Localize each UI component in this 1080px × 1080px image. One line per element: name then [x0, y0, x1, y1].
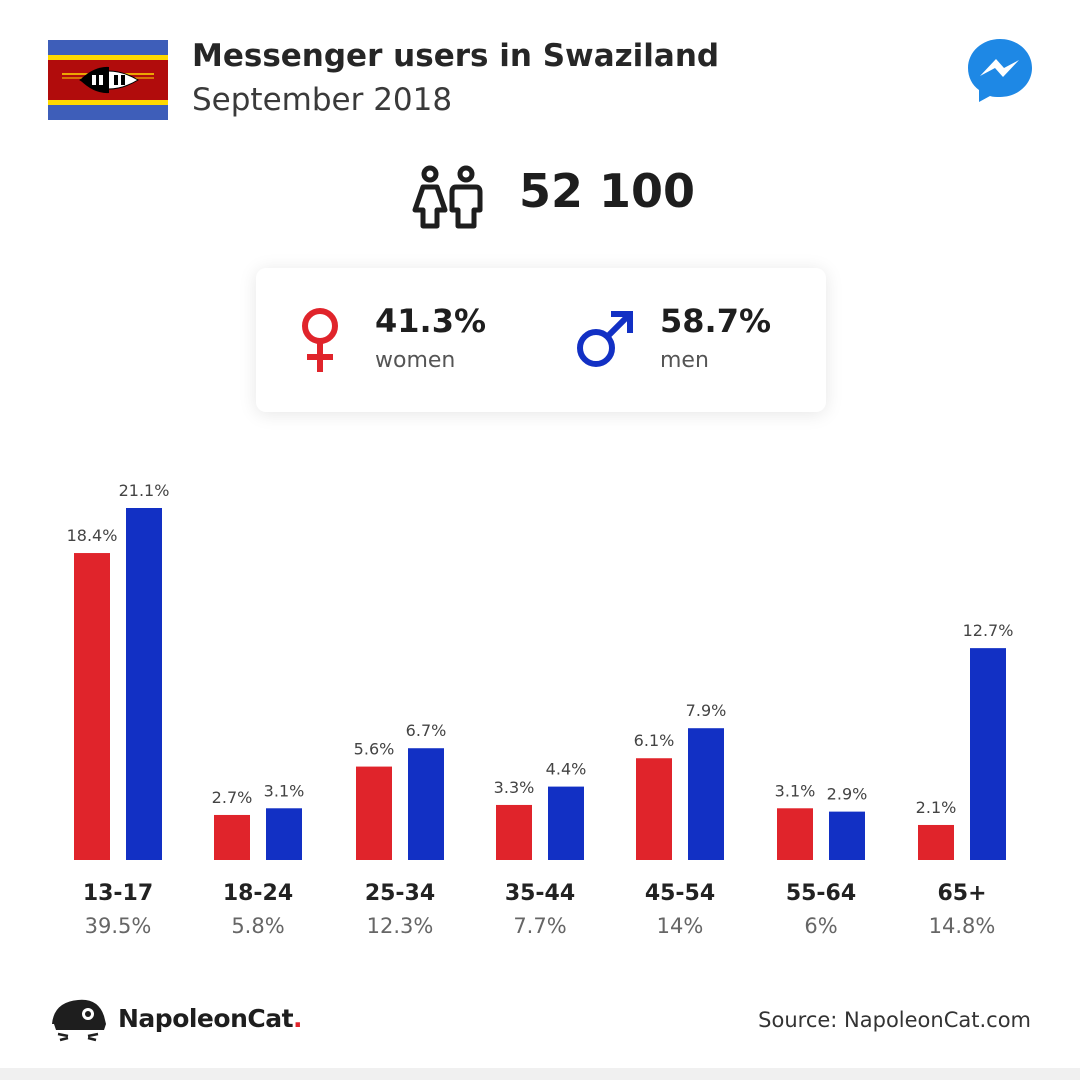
male-symbol-icon — [577, 311, 633, 367]
data-label-men-45-54: 7.9% — [686, 701, 727, 720]
napoleoncat-logo-icon — [52, 999, 106, 1042]
bottom-strip — [0, 1068, 1080, 1080]
bar-men-35-44 — [548, 786, 584, 860]
female-symbol-icon — [302, 308, 338, 372]
category-label-25-34: 25-34 — [365, 881, 435, 906]
category-label-18-24: 18-24 — [223, 881, 293, 906]
data-label-men-18-24: 3.1% — [264, 781, 305, 800]
category-total-45-54: 14% — [657, 914, 704, 938]
bar-men-55-64 — [829, 811, 865, 860]
brand-name-text: NapoleonCat — [118, 1004, 294, 1033]
page-title: Messenger users in Swaziland — [192, 38, 720, 74]
source-text: Source: NapoleonCat.com — [758, 1008, 1031, 1032]
people-icon — [412, 165, 483, 229]
data-label-women-45-54: 6.1% — [634, 731, 675, 750]
category-label-65+: 65+ — [937, 881, 986, 906]
category-label-45-54: 45-54 — [645, 881, 715, 906]
data-label-men-25-34: 6.7% — [406, 721, 447, 740]
category-label-35-44: 35-44 — [505, 881, 575, 906]
data-label-men-35-44: 4.4% — [546, 760, 587, 779]
bar-women-65+ — [918, 824, 954, 860]
messenger-icon — [968, 39, 1032, 102]
bar-women-13-17 — [74, 553, 110, 860]
category-total-13-17: 39.5% — [85, 914, 152, 938]
women-label: women — [375, 348, 456, 373]
total-users-value: 52 100 — [519, 164, 696, 218]
bar-men-45-54 — [688, 728, 724, 860]
data-label-men-55-64: 2.9% — [827, 785, 868, 804]
brand-dot: . — [293, 1004, 303, 1033]
bar-men-25-34 — [408, 748, 444, 860]
bar-men-13-17 — [126, 508, 162, 860]
swaziland-flag-icon — [48, 40, 168, 120]
data-label-men-13-17: 21.1% — [119, 481, 170, 500]
data-label-women-25-34: 5.6% — [354, 740, 395, 759]
bar-women-45-54 — [636, 758, 672, 860]
men-label: men — [660, 348, 709, 373]
gender-card: 41.3% women 58.7% men — [256, 268, 826, 412]
category-label-13-17: 13-17 — [83, 881, 153, 906]
category-total-55-64: 6% — [804, 914, 837, 938]
men-percent: 58.7% — [660, 302, 772, 340]
bar-women-35-44 — [496, 804, 532, 860]
bar-men-18-24 — [266, 808, 302, 860]
bar-men-65+ — [970, 648, 1006, 860]
bar-women-55-64 — [777, 808, 813, 860]
category-total-18-24: 5.8% — [231, 914, 284, 938]
bar-women-25-34 — [356, 766, 392, 860]
data-label-women-35-44: 3.3% — [494, 778, 535, 797]
page-subtitle: September 2018 — [192, 82, 453, 118]
age-gender-bar-chart: 18.4% 21.1% 13-17 39.5% 2.7% 3.1% 18-24 5.8% 5.6… — [67, 481, 1014, 938]
category-total-25-34: 12.3% — [367, 914, 434, 938]
data-label-women-18-24: 2.7% — [212, 788, 253, 807]
bar-women-18-24 — [214, 814, 250, 860]
brand-name[interactable]: NapoleonCat. — [118, 1004, 303, 1033]
category-total-35-44: 7.7% — [513, 914, 566, 938]
data-label-women-65+: 2.1% — [916, 798, 957, 817]
women-percent: 41.3% — [375, 302, 487, 340]
data-label-women-55-64: 3.1% — [775, 781, 816, 800]
data-label-women-13-17: 18.4% — [67, 526, 118, 545]
category-label-55-64: 55-64 — [786, 881, 856, 906]
data-label-men-65+: 12.7% — [963, 621, 1014, 640]
category-total-65+: 14.8% — [929, 914, 996, 938]
